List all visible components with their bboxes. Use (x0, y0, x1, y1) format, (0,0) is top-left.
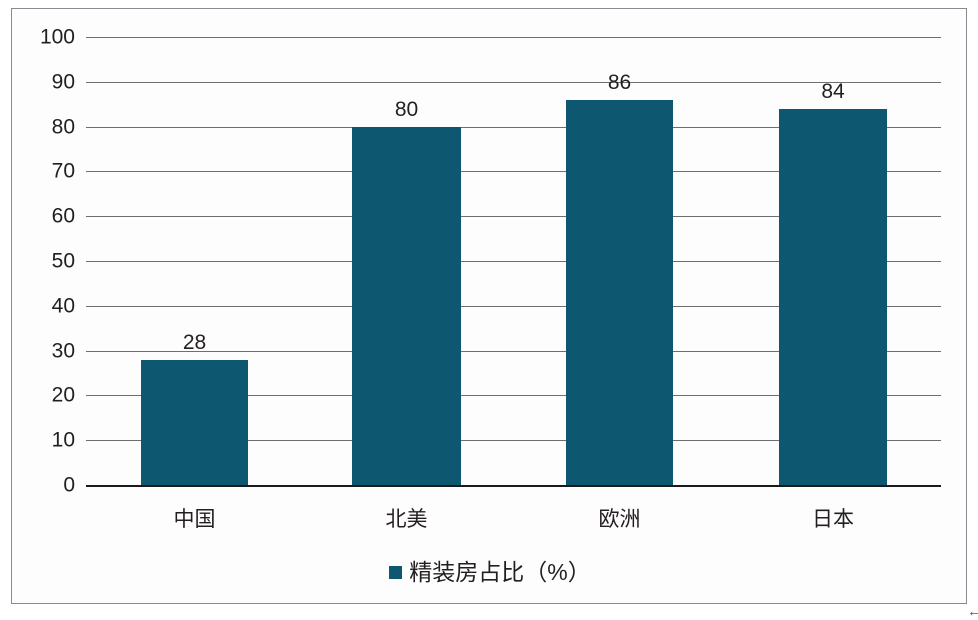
y-tick-label: 30 (51, 339, 75, 363)
plot-area: 28 80 86 84 (86, 37, 941, 487)
gridline-10 (86, 440, 941, 442)
gridline-70 (86, 171, 941, 173)
bar-japan[interactable] (779, 108, 887, 485)
chart-legend: 精装房占比（%） (12, 561, 968, 584)
legend-label: 精装房占比（%） (409, 559, 591, 585)
x-category-label-japan: 日本 (812, 508, 854, 531)
y-tick-label: 10 (51, 428, 75, 452)
gridline-20 (86, 395, 941, 397)
x-category-label-europe: 欧洲 (598, 508, 641, 531)
y-tick-label: 90 (51, 70, 75, 94)
y-tick-label: 60 (51, 204, 75, 228)
bar-north-america[interactable] (352, 126, 461, 485)
y-tick-label: 80 (51, 115, 75, 139)
x-category-label-china: 中国 (173, 508, 216, 531)
gridline-60 (86, 216, 941, 218)
gridline-30 (86, 350, 941, 352)
chart-frame: 100 90 80 70 60 50 40 30 20 10 0 (11, 8, 978, 619)
axis-baseline (86, 485, 941, 487)
gridline-100 (86, 37, 941, 38)
left-arrow-icon: ← (967, 603, 978, 620)
gridline-50 (86, 261, 941, 262)
bar-value-north-america: 80 (394, 98, 419, 121)
bar-value-japan: 84 (821, 80, 845, 103)
gridline-80 (86, 126, 941, 128)
legend-swatch-icon (389, 566, 403, 579)
bar-value-china: 28 (182, 331, 207, 354)
x-category-label-north-america: 北美 (385, 508, 428, 531)
y-tick-label: 20 (51, 383, 75, 407)
y-tick-label: 0 (63, 473, 75, 497)
gridline-40 (86, 305, 941, 307)
bar-europe[interactable] (566, 99, 673, 485)
bar-value-europe: 86 (607, 71, 632, 94)
y-axis-tick-labels: 100 90 80 70 60 50 40 30 20 10 0 (12, 27, 75, 496)
y-tick-label: 100 (39, 25, 75, 49)
y-tick-label: 70 (51, 159, 75, 183)
y-tick-label: 50 (51, 249, 75, 273)
y-tick-label: 40 (51, 294, 75, 318)
gridline-90 (86, 81, 941, 83)
bar-china[interactable] (141, 359, 248, 485)
